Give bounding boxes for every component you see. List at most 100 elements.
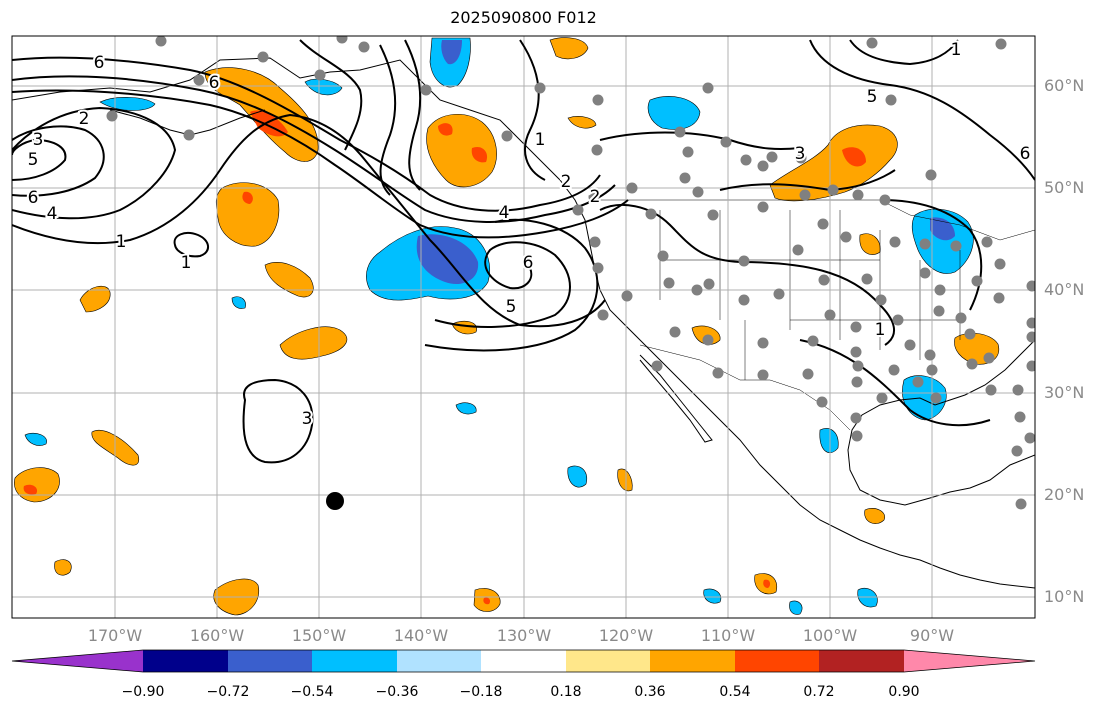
negative-anomaly-area	[99, 97, 156, 111]
contour-label: 1	[951, 40, 962, 60]
positive-anomaly-core	[842, 147, 866, 167]
storm-center-marker	[326, 492, 344, 510]
positive-anomaly-area	[279, 326, 348, 360]
positive-anomaly-area	[264, 262, 314, 298]
negative-anomaly-area	[789, 600, 803, 615]
positive-anomaly-core	[471, 146, 488, 163]
negative-anomaly-area	[24, 432, 47, 446]
contour-label: 4	[499, 203, 510, 223]
lon-label: 140°W	[393, 626, 449, 645]
contour-line	[519, 39, 546, 181]
colorbar-tick-label: 0.72	[803, 684, 835, 700]
colorbar-segment	[566, 650, 651, 672]
negative-anomaly-area	[911, 208, 974, 274]
contour-label: 3	[795, 144, 806, 164]
positive-anomaly-core	[763, 579, 771, 588]
positive-anomaly-area	[864, 508, 886, 524]
contour-label: 2	[590, 187, 601, 207]
colorbar-tick-label: −0.54	[290, 684, 334, 700]
contour-label: 5	[867, 87, 878, 107]
contour-label: 6	[94, 53, 105, 73]
positive-anomaly-core	[483, 597, 491, 605]
contour-label: 3	[33, 130, 44, 150]
colorbar-segment	[650, 650, 736, 672]
colorbar-segment	[228, 650, 313, 672]
positive-anomaly-area	[54, 559, 72, 576]
lat-label: 20°N	[1044, 485, 1085, 504]
colorbar-outline	[11, 649, 1036, 673]
contour-lines	[12, 39, 1035, 464]
contour-line	[379, 44, 397, 196]
lat-label: 40°N	[1044, 280, 1085, 299]
colorbar-tick-label: 0.36	[634, 684, 666, 700]
colorbar-segment	[819, 650, 905, 672]
lat-label: 60°N	[1044, 76, 1085, 95]
lon-label: 100°W	[802, 626, 858, 645]
positive-anomaly-area	[617, 468, 633, 492]
colorbar-tick-label: 0.90	[888, 684, 920, 700]
contour-label: 1	[116, 232, 127, 252]
negative-anomaly-core	[930, 217, 955, 241]
colorbar-tick-label: 0.18	[550, 684, 582, 700]
negative-anomaly-area	[231, 296, 246, 309]
contour-label: 5	[506, 297, 517, 317]
contour-label: 1	[181, 253, 192, 273]
colorbar-segment	[735, 650, 820, 672]
lat-label: 50°N	[1044, 178, 1085, 197]
negative-anomaly-core	[441, 40, 462, 65]
contour-line	[434, 241, 571, 328]
lon-label: 170°W	[87, 626, 143, 645]
lon-label: 150°W	[291, 626, 347, 645]
positive-anomaly-area	[14, 467, 60, 503]
contour-line	[12, 75, 616, 223]
contour-label: 2	[561, 172, 572, 192]
lat-label: 30°N	[1044, 383, 1085, 402]
contour-label: 6	[523, 253, 534, 273]
negative-anomaly-area	[455, 402, 477, 415]
negative-anomaly-area	[567, 465, 588, 488]
colorbar-segment	[312, 650, 398, 672]
lon-label: 110°W	[700, 626, 756, 645]
contour-line	[404, 39, 422, 191]
contour-line	[12, 89, 629, 239]
contour-line	[12, 106, 177, 220]
gulf-of-mexico-coastline	[847, 339, 1035, 506]
contour-label: 1	[535, 130, 546, 150]
colorbar-tick-label: 0.54	[719, 684, 751, 700]
contour-line	[12, 138, 67, 181]
contour-line	[799, 339, 991, 427]
colorbar-tick-label: −0.90	[121, 684, 165, 700]
positive-anomaly-core	[23, 484, 38, 495]
contour-label: 6	[1020, 144, 1031, 164]
contour-line	[12, 125, 105, 197]
contour-line	[12, 113, 606, 328]
colorbar-segment	[143, 650, 229, 672]
negative-anomaly-area	[703, 588, 722, 604]
contour-line	[849, 39, 959, 66]
contour-label: 5	[28, 150, 39, 170]
lon-label: 160°W	[189, 626, 245, 645]
contour-line	[12, 56, 601, 212]
contour-line	[173, 232, 209, 258]
contour-label: 2	[79, 109, 90, 129]
positive-anomaly-area	[769, 124, 898, 202]
baja-california	[639, 354, 713, 443]
negative-anomaly-area	[857, 587, 878, 608]
colorbar-segment	[397, 650, 482, 672]
lon-label: 130°W	[496, 626, 552, 645]
contour-line	[299, 39, 363, 151]
contour-label: 3	[302, 409, 313, 429]
positive-anomaly-core	[438, 123, 453, 136]
colorbar-extend-low	[12, 650, 143, 672]
colorbar-tick-label: −0.72	[206, 684, 250, 700]
negative-anomaly-area	[304, 78, 343, 96]
station-markers	[106, 36, 1035, 510]
anomaly-shading	[14, 37, 1000, 616]
negative-anomaly-area	[819, 428, 839, 453]
canada-us-border	[590, 199, 1035, 241]
positive-anomaly-core	[242, 191, 253, 204]
lon-label: 120°W	[598, 626, 654, 645]
colorbar-extend-high	[904, 650, 1035, 672]
